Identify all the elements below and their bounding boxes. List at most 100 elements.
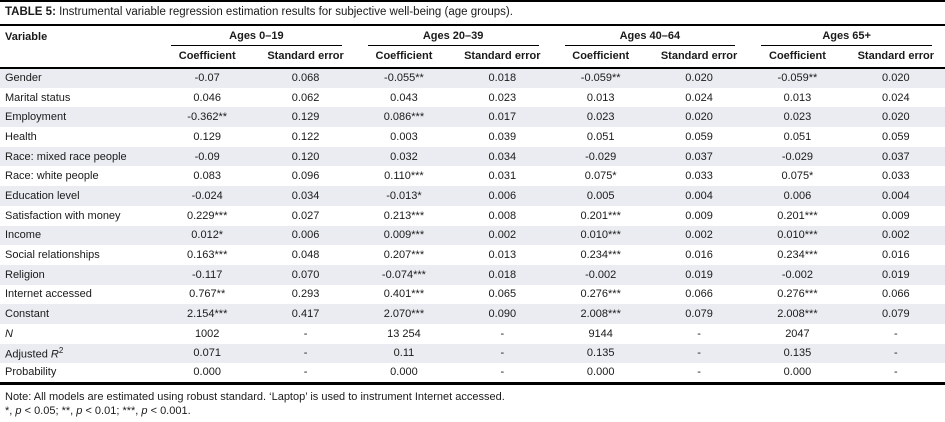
value-cell: 0.000 (193, 366, 221, 379)
row-label: Health (5, 130, 37, 143)
value-cell: 0.023 (783, 111, 812, 124)
subheader-coefficient: Coefficient (748, 46, 847, 69)
row-label: Social relationships (5, 249, 100, 262)
value-cell: 0.213*** (383, 209, 425, 222)
table-row: Social relationships 0.163*** 0.048 0.207**… (0, 245, 945, 265)
value-cell: -0.09 (194, 150, 220, 163)
value-cell: 0.002 (685, 229, 713, 242)
row-label: Employment (5, 111, 67, 124)
value-cell: 13 254 (387, 327, 421, 340)
row-label: Probability (5, 366, 57, 379)
table-header: Variable Ages 0–19 Ages 20–39 Ages 40–64… (0, 26, 945, 69)
value-cell: 0.009*** (383, 229, 425, 242)
value-cell: 0.401*** (383, 288, 425, 301)
table-title: TABLE 5: Instrumental variable regressio… (0, 0, 945, 26)
value-cell: 0.062 (291, 91, 320, 104)
value-cell: 0.070 (291, 268, 320, 281)
value-cell: 0.013 (783, 91, 812, 104)
value-cell: 0.006 (488, 189, 517, 202)
value-cell: 0.090 (488, 308, 517, 321)
value-cell: 0.010*** (777, 229, 818, 242)
value-cell: 0.034 (488, 150, 517, 163)
value-cell: 0.004 (685, 189, 713, 202)
value-cell: 0.017 (488, 111, 517, 124)
table-row: Race: mixed race people -0.09 0.120 0.032 0.… (0, 146, 945, 167)
value-cell: -0.002 (585, 268, 617, 281)
table-row: Internet accessed 0.767** 0.293 0.401*** 0.0… (0, 285, 945, 305)
value-cell: 0.020 (685, 72, 713, 85)
value-cell: -0.059** (580, 72, 621, 85)
value-cell: -0.117 (192, 268, 223, 281)
value-cell: 0.129 (291, 111, 320, 124)
table-row: Education level -0.024 0.034 -0.013* 0.006 0.… (0, 186, 945, 206)
value-cell: -0.029 (585, 150, 617, 163)
value-cell: 0.046 (193, 91, 221, 104)
value-cell: 0.086*** (383, 111, 425, 124)
value-cell: 0.020 (882, 72, 910, 85)
value-cell: 0.031 (488, 170, 517, 183)
value-cell: 0.020 (882, 111, 910, 124)
table-row: Religion -0.117 0.070 -0.074*** 0.018 -0.002 0… (0, 264, 945, 285)
value-cell: 0.065 (488, 288, 517, 301)
value-cell: 0.009 (685, 209, 713, 222)
table-row: N 1002 - 13 254 - 9144 - 2047 - (0, 324, 945, 344)
note-line-1: Note: All models are estimated using rob… (5, 390, 505, 403)
value-cell: -0.029 (781, 150, 814, 163)
value-cell: -0.055** (384, 72, 424, 85)
subheader-coefficient: Coefficient (354, 46, 454, 69)
value-cell: 0.010*** (580, 229, 621, 242)
row-label: Marital status (5, 91, 71, 104)
value-cell: 0.016 (882, 249, 910, 262)
value-cell: - (500, 327, 505, 340)
value-cell: - (893, 327, 898, 340)
row-label: Constant (5, 308, 50, 321)
table-row: Employment -0.362** 0.129 0.086*** 0.017 0.02… (0, 107, 945, 128)
value-cell: 0.079 (882, 308, 910, 321)
value-cell: 0.059 (882, 130, 910, 143)
table-row: Constant 2.154*** 0.417 2.070*** 0.090 2.008*… (0, 304, 945, 324)
value-cell: 0.002 (488, 229, 517, 242)
value-cell: - (500, 347, 505, 360)
row-label: Satisfaction with money (5, 209, 121, 222)
table-row: Gender -0.07 0.068 -0.055** 0.018 -0.059** 0.0… (0, 68, 945, 88)
value-cell: - (893, 347, 898, 360)
value-cell: 0.048 (291, 249, 320, 262)
value-cell: 0.024 (882, 91, 910, 104)
value-cell: 0.234*** (580, 249, 621, 262)
value-cell: 0.043 (390, 91, 418, 104)
value-cell: 0.11 (393, 347, 415, 360)
value-cell: 0.016 (685, 249, 713, 262)
value-cell: 2.070*** (383, 308, 425, 321)
value-cell: 0.096 (291, 170, 320, 183)
value-cell: 0.075* (781, 170, 814, 183)
value-cell: -0.002 (781, 268, 814, 281)
value-cell: - (303, 366, 308, 379)
subheader-coefficient: Coefficient (551, 46, 650, 69)
value-cell: 0.079 (685, 308, 713, 321)
value-cell: 0.201*** (777, 209, 818, 222)
table-body: Gender -0.07 0.068 -0.055** 0.018 -0.059** 0.0… (0, 68, 945, 383)
subheader-coefficient: Coefficient (158, 46, 257, 69)
value-cell: 0.027 (291, 209, 320, 222)
value-cell: 2.008*** (777, 308, 818, 321)
value-cell: 0.008 (488, 209, 517, 222)
value-cell: 0.083 (193, 170, 221, 183)
value-cell: 0.039 (488, 130, 517, 143)
value-cell: 0.293 (291, 288, 320, 301)
value-cell: 0.023 (488, 91, 517, 104)
row-label: Race: white people (5, 170, 99, 183)
results-table: Variable Ages 0–19 Ages 20–39 Ages 40–64… (0, 26, 945, 385)
group-header-ages-40-64: Ages 40–64 (552, 26, 749, 46)
subheader-standard-error: Standard error (649, 46, 749, 69)
table-row: Health 0.129 0.122 0.003 0.039 0.051 0.059 0.05… (0, 127, 945, 147)
value-cell: 0.013 (488, 249, 517, 262)
value-cell: 0.034 (291, 189, 320, 202)
value-cell: 0.037 (685, 150, 713, 163)
value-cell: 0.000 (783, 366, 812, 379)
value-cell: 0.006 (291, 229, 320, 242)
value-cell: 0.229*** (187, 209, 228, 222)
value-cell: 0.051 (783, 130, 812, 143)
value-cell: 0.000 (586, 366, 615, 379)
value-cell: 0.767** (189, 288, 226, 301)
